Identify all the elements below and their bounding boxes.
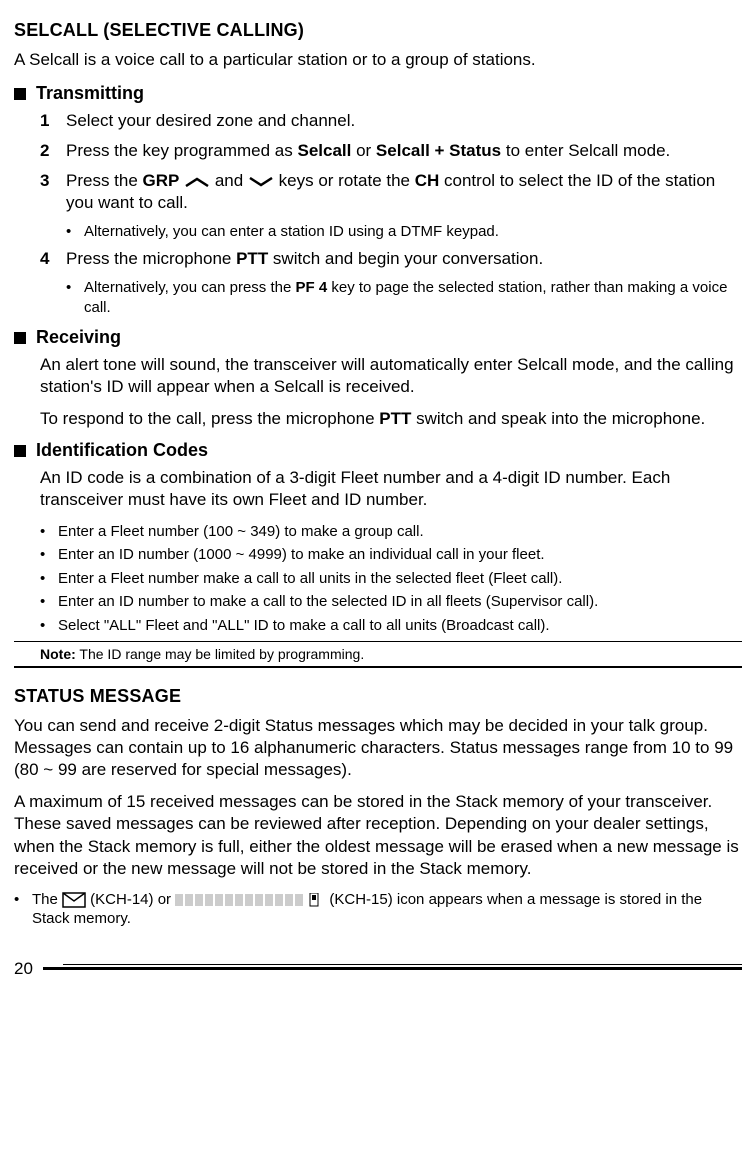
note-box: Note: The ID range may be limited by pro… [14,641,742,668]
id-bullet-2: •Enter an ID number (1000 ~ 4999) to mak… [40,545,742,565]
receiving-title: Receiving [36,327,121,348]
page-rule [43,967,742,970]
step-2: 2 Press the key programmed as Selcall or… [40,140,742,162]
note-text: The ID range may be limited by programmi… [76,646,364,662]
subsection-transmitting: Transmitting [14,83,742,104]
idcodes-bullets: •Enter a Fleet number (100 ~ 349) to mak… [14,522,742,636]
note-label: Note: [40,646,76,662]
chevron-down-icon [248,177,274,187]
id-bullet-2-text: Enter an ID number (1000 ~ 4999) to make… [58,545,545,565]
square-bullet-icon [14,332,26,344]
transmitting-list: 1 Select your desired zone and channel. … [14,110,742,214]
signal-bars-icon [175,893,325,907]
idcodes-block: An ID code is a combination of a 3-digit… [14,467,742,511]
step-number: 3 [40,170,66,214]
transmitting-list-2: 4 Press the microphone PTT switch and be… [14,248,742,270]
step-4-sub: • Alternatively, you can press the PF 4 … [66,278,742,317]
step-4-sub-text: Alternatively, you can press the PF 4 ke… [84,278,742,317]
envelope-icon [62,892,86,908]
status-para-2: A maximum of 15 received messages can be… [14,791,742,879]
dot-bullet: • [40,522,58,542]
step-number: 2 [40,140,66,162]
id-bullet-5-text: Select "ALL" Fleet and "ALL" ID to make … [58,616,550,636]
id-bullet-3-text: Enter a Fleet number make a call to all … [58,569,562,589]
id-bullet-4: •Enter an ID number to make a call to th… [40,592,742,612]
step-2-text: Press the key programmed as Selcall or S… [66,140,742,162]
dot-bullet: • [66,278,84,317]
id-bullet-4-text: Enter an ID number to make a call to the… [58,592,598,612]
transmitting-title: Transmitting [36,83,144,104]
receiving-block: An alert tone will sound, the transceive… [14,354,742,430]
id-bullet-1: •Enter a Fleet number (100 ~ 349) to mak… [40,522,742,542]
step-3-sub: • Alternatively, you can enter a station… [66,222,742,242]
page-footer: 20 [14,959,742,979]
step-1: 1 Select your desired zone and channel. [40,110,742,132]
status-bullet-text: The (KCH-14) or (KCH-15) icon appears wh… [32,890,742,929]
step-number: 4 [40,248,66,270]
dot-bullet: • [40,592,58,612]
idcodes-intro: An ID code is a combination of a 3-digit… [40,467,742,511]
id-bullet-5: •Select "ALL" Fleet and "ALL" ID to make… [40,616,742,636]
selcall-intro: A Selcall is a voice call to a particula… [14,49,742,71]
dot-bullet: • [14,890,32,929]
step-1-text: Select your desired zone and channel. [66,110,742,132]
step-3: 3 Press the GRP and keys or rotate the C… [40,170,742,214]
step-number: 1 [40,110,66,132]
subsection-idcodes: Identification Codes [14,440,742,461]
dot-bullet: • [40,616,58,636]
square-bullet-icon [14,88,26,100]
id-bullet-3: •Enter a Fleet number make a call to all… [40,569,742,589]
step-4-text: Press the microphone PTT switch and begi… [66,248,742,270]
page-number: 20 [14,959,33,979]
receiving-para-2: To respond to the call, press the microp… [40,408,742,430]
idcodes-title: Identification Codes [36,440,208,461]
dot-bullet: • [40,545,58,565]
receiving-para-1: An alert tone will sound, the transceive… [40,354,742,398]
dot-bullet: • [40,569,58,589]
dot-bullet: • [66,222,84,242]
subsection-receiving: Receiving [14,327,742,348]
section-heading-status: STATUS MESSAGE [14,686,742,707]
step-4: 4 Press the microphone PTT switch and be… [40,248,742,270]
square-bullet-icon [14,445,26,457]
step-3-sub-text: Alternatively, you can enter a station I… [84,222,499,242]
section-heading-selcall: SELCALL (SELECTIVE CALLING) [14,20,742,41]
id-bullet-1-text: Enter a Fleet number (100 ~ 349) to make… [58,522,424,542]
status-bullet: • The (KCH-14) or (KCH-15) icon appears … [14,890,742,929]
step-3-text: Press the GRP and keys or rotate the CH … [66,170,742,214]
status-para-1: You can send and receive 2-digit Status … [14,715,742,781]
chevron-up-icon [184,177,210,187]
